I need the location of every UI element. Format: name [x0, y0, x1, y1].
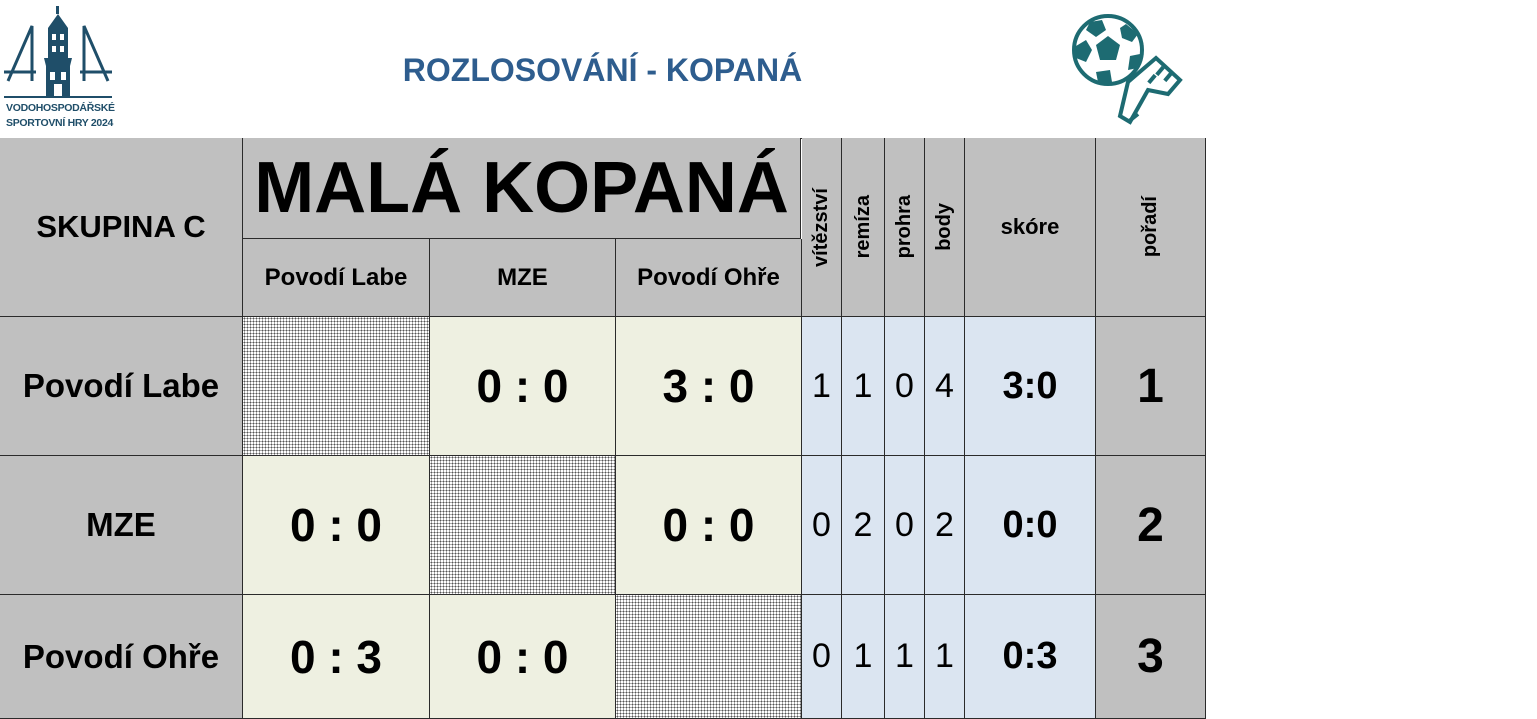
row-team-label: Povodí Ohře: [0, 595, 243, 719]
score-value: 0:0: [965, 456, 1096, 595]
self-match-cell: [243, 317, 430, 456]
column-header-team-2: MZE: [430, 239, 616, 317]
sport-title: MALÁ KOPANÁ: [243, 138, 801, 239]
football-boot-icon: [1068, 10, 1188, 130]
column-header-team-1: Povodí Labe: [243, 239, 430, 317]
rank-value: 2: [1096, 456, 1206, 595]
row-team-label: MZE: [0, 456, 243, 595]
score-value: 3:0: [965, 317, 1096, 456]
points-value: 4: [925, 317, 965, 456]
column-header-losses: prohra: [885, 138, 925, 317]
column-header-draws: remíza: [842, 138, 885, 317]
logo-line1: VODOHOSPODÁŘSKÉ: [6, 102, 115, 114]
column-header-wins: vítězství: [802, 138, 842, 317]
draws-value: 2: [842, 456, 885, 595]
wins-value: 0: [802, 456, 842, 595]
points-value: 2: [925, 456, 965, 595]
losses-value: 0: [885, 456, 925, 595]
column-header-score: skóre: [965, 138, 1096, 317]
rank-value: 1: [1096, 317, 1206, 456]
match-result: 3 : 0: [616, 317, 802, 456]
losses-value: 0: [885, 317, 925, 456]
wins-value: 0: [802, 595, 842, 719]
self-match-cell: [430, 456, 616, 595]
match-result: 0 : 0: [430, 317, 616, 456]
column-header-team-3: Povodí Ohře: [616, 239, 802, 317]
column-header-points: body: [925, 138, 965, 317]
draws-value: 1: [842, 595, 885, 719]
points-value: 1: [925, 595, 965, 719]
page-title: ROZLOSOVÁNÍ - KOPANÁ: [402, 52, 803, 88]
match-result: 0 : 3: [243, 595, 430, 719]
logo-line2: SPORTOVNÍ HRY 2024: [6, 117, 114, 129]
group-label: SKUPINA C: [0, 138, 243, 317]
rank-value: 3: [1096, 595, 1206, 719]
match-result: 0 : 0: [430, 595, 616, 719]
self-match-cell: [616, 595, 802, 719]
row-team-label: Povodí Labe: [0, 317, 243, 456]
column-header-rank: pořadí: [1096, 138, 1206, 317]
page-header: VODOHOSPODÁŘSKÉ SPORTOVNÍ HRY 2024 ROZLO…: [0, 0, 1205, 138]
wins-value: 1: [802, 317, 842, 456]
tower-logo-icon: VODOHOSPODÁŘSKÉ SPORTOVNÍ HRY 2024: [4, 6, 115, 136]
results-table: SKUPINA C MALÁ KOPANÁ Povodí Labe MZE Po…: [0, 138, 1206, 719]
score-value: 0:3: [965, 595, 1096, 719]
losses-value: 1: [885, 595, 925, 719]
match-result: 0 : 0: [616, 456, 802, 595]
draws-value: 1: [842, 317, 885, 456]
match-result: 0 : 0: [243, 456, 430, 595]
